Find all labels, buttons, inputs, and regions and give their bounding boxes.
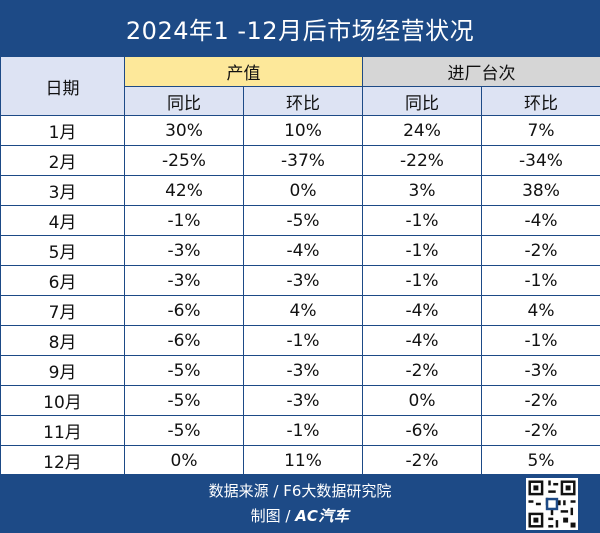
header-visits-mom: 环比 — [481, 86, 600, 116]
cell-visits-mom: -2% — [481, 235, 600, 266]
cell-visits-mom: -2% — [481, 385, 600, 416]
cell-visits-mom: -4% — [481, 205, 600, 236]
table-row: 8月 -6% -1% -4% -1% — [0, 325, 600, 356]
cell-visits-mom: -1% — [481, 325, 600, 356]
cell-visits-yoy: -1% — [362, 235, 482, 266]
cell-output-mom: 11% — [243, 445, 363, 476]
cell-output-yoy: -5% — [124, 355, 244, 386]
cell-output-yoy: -3% — [124, 235, 244, 266]
row-month-cell: 9月 — [0, 355, 125, 386]
cell-visits-mom: 7% — [481, 115, 600, 146]
page-title: 2024年1 -12月后市场经营状况 — [125, 16, 475, 45]
table-row: 9月 -5% -3% -2% -3% — [0, 355, 600, 386]
table-row: 2月 -25% -37% -22% -34% — [0, 145, 600, 176]
row-month-cell: 4月 — [0, 205, 125, 236]
cell-visits-mom: 38% — [481, 175, 600, 206]
table-row: 7月 -6% 4% -4% 4% — [0, 295, 600, 326]
cell-visits-yoy: -1% — [362, 265, 482, 296]
footer-made-by: 制图 / — [250, 507, 296, 525]
row-month-cell: 6月 — [0, 265, 125, 296]
cell-visits-mom: -2% — [481, 415, 600, 446]
header-date: 日期 — [0, 56, 125, 116]
cell-output-yoy: 42% — [124, 175, 244, 206]
header-group-output: 产值 — [124, 56, 363, 87]
row-month-cell: 7月 — [0, 295, 125, 326]
cell-visits-yoy: -2% — [362, 445, 482, 476]
header-output-mom: 环比 — [243, 86, 363, 116]
cell-output-mom: -1% — [243, 325, 363, 356]
table-row: 4月 -1% -5% -1% -4% — [0, 205, 600, 236]
cell-output-yoy: -5% — [124, 415, 244, 446]
footer-source: 数据来源 / F6大数据研究院 — [208, 482, 392, 500]
cell-output-yoy: -6% — [124, 295, 244, 326]
header-group-visits: 进厂台次 — [362, 56, 600, 87]
cell-visits-yoy: -6% — [362, 415, 482, 446]
table-row: 11月 -5% -1% -6% -2% — [0, 415, 600, 446]
footer-credit: 制图 / AC汽车 — [0, 505, 600, 526]
row-month-cell: 10月 — [0, 385, 125, 416]
brand-logo: AC汽车 — [295, 507, 350, 525]
cell-output-yoy: 0% — [124, 445, 244, 476]
cell-output-mom: -4% — [243, 235, 363, 266]
row-month-cell: 11月 — [0, 415, 125, 446]
cell-output-yoy: 30% — [124, 115, 244, 146]
cell-visits-mom: 4% — [481, 295, 600, 326]
cell-visits-yoy: -4% — [362, 325, 482, 356]
cell-visits-yoy: -2% — [362, 355, 482, 386]
cell-output-mom: -37% — [243, 145, 363, 176]
data-table: 日期 产值 进厂台次 同比 环比 同比 环比 1月 30% 10% 24% 7% 2月 -2… — [0, 56, 600, 476]
row-month-cell: 8月 — [0, 325, 125, 356]
cell-visits-yoy: 24% — [362, 115, 482, 146]
cell-output-mom: 0% — [243, 175, 363, 206]
cell-visits-yoy: 0% — [362, 385, 482, 416]
header-output-yoy: 同比 — [124, 86, 244, 116]
table-row: 10月 -5% -3% 0% -2% — [0, 385, 600, 416]
cell-visits-mom: 5% — [481, 445, 600, 476]
cell-output-mom: -3% — [243, 385, 363, 416]
cell-visits-yoy: -4% — [362, 295, 482, 326]
cell-output-yoy: -25% — [124, 145, 244, 176]
row-month-cell: 5月 — [0, 235, 125, 266]
row-month-cell: 1月 — [0, 115, 125, 146]
cell-output-mom: 10% — [243, 115, 363, 146]
cell-output-mom: -1% — [243, 415, 363, 446]
cell-visits-yoy: 3% — [362, 175, 482, 206]
cell-visits-mom: -1% — [481, 265, 600, 296]
cell-visits-mom: -3% — [481, 355, 600, 386]
cell-output-yoy: -5% — [124, 385, 244, 416]
header-visits-yoy: 同比 — [362, 86, 482, 116]
cell-output-yoy: -3% — [124, 265, 244, 296]
qr-code-icon — [526, 478, 578, 530]
table-row: 12月 0% 11% -2% 5% — [0, 445, 600, 476]
row-month-cell: 3月 — [0, 175, 125, 206]
table-row: 3月 42% 0% 3% 38% — [0, 175, 600, 206]
cell-output-mom: -3% — [243, 265, 363, 296]
cell-output-yoy: -1% — [124, 205, 244, 236]
footer: 数据来源 / F6大数据研究院 制图 / AC汽车 — [0, 474, 600, 533]
cell-visits-yoy: -22% — [362, 145, 482, 176]
row-month-cell: 2月 — [0, 145, 125, 176]
table-row: 5月 -3% -4% -1% -2% — [0, 235, 600, 266]
cell-visits-yoy: -1% — [362, 205, 482, 236]
table-row: 1月 30% 10% 24% 7% — [0, 115, 600, 146]
table-row: 6月 -3% -3% -1% -1% — [0, 265, 600, 296]
cell-output-yoy: -6% — [124, 325, 244, 356]
cell-output-mom: -5% — [243, 205, 363, 236]
cell-visits-mom: -34% — [481, 145, 600, 176]
cell-output-mom: -3% — [243, 355, 363, 386]
cell-output-mom: 4% — [243, 295, 363, 326]
row-month-cell: 12月 — [0, 445, 125, 476]
